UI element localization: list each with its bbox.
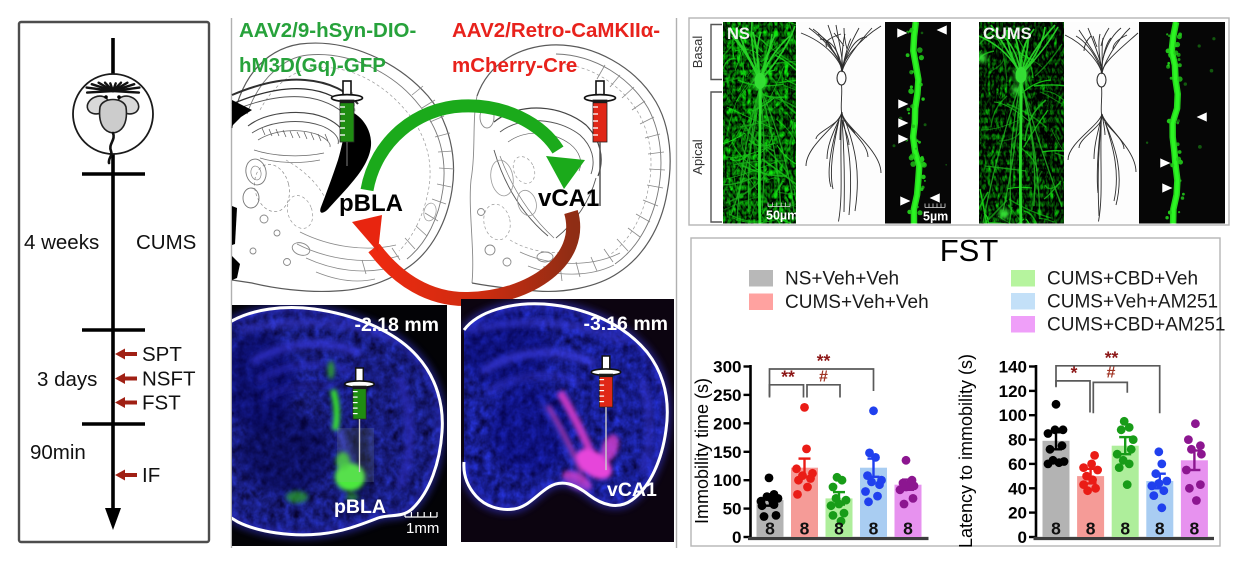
svg-text:100: 100 xyxy=(999,406,1027,425)
svg-text:vCA1: vCA1 xyxy=(607,479,657,501)
svg-text:250: 250 xyxy=(713,386,741,405)
svg-text:CUMS: CUMS xyxy=(136,231,196,254)
svg-text:NS+Veh+Veh: NS+Veh+Veh xyxy=(785,269,899,290)
svg-text:1mm: 1mm xyxy=(406,520,439,537)
svg-text:50µm: 50µm xyxy=(766,209,798,223)
svg-text:120: 120 xyxy=(999,382,1027,401)
svg-text:40: 40 xyxy=(1008,479,1027,498)
svg-text:8: 8 xyxy=(765,519,775,539)
svg-text:3 days: 3 days xyxy=(37,368,97,391)
svg-text:8: 8 xyxy=(834,519,844,539)
svg-text:80: 80 xyxy=(1008,431,1027,450)
svg-text:8: 8 xyxy=(1120,519,1130,539)
svg-text:**: ** xyxy=(817,351,831,371)
svg-text:300: 300 xyxy=(713,358,741,377)
svg-text:pBLA: pBLA xyxy=(334,496,386,518)
svg-text:hM3D(Gq)-GFP: hM3D(Gq)-GFP xyxy=(239,54,386,77)
svg-text:CUMS+Veh+AM251: CUMS+Veh+AM251 xyxy=(1047,292,1218,313)
svg-text:pBLA: pBLA xyxy=(339,190,403,217)
svg-text:AAV2/Retro-CaMKIIα-: AAV2/Retro-CaMKIIα- xyxy=(452,19,660,42)
svg-text:0: 0 xyxy=(732,528,741,547)
svg-text:**: ** xyxy=(781,367,795,387)
svg-text:AAV2/9-hSyn-DIO-: AAV2/9-hSyn-DIO- xyxy=(239,19,416,42)
svg-text:8: 8 xyxy=(1190,519,1200,539)
svg-text:140: 140 xyxy=(999,358,1027,377)
svg-text:0: 0 xyxy=(1018,528,1027,547)
svg-text:CUMS+CBD+AM251: CUMS+CBD+AM251 xyxy=(1047,315,1225,336)
svg-text:CUMS: CUMS xyxy=(983,25,1032,43)
svg-text:-3.16 mm: -3.16 mm xyxy=(583,313,668,335)
svg-text:20: 20 xyxy=(1008,504,1027,523)
svg-text:IF: IF xyxy=(142,464,160,487)
svg-text:mCherry-Cre: mCherry-Cre xyxy=(452,54,577,77)
svg-text:8: 8 xyxy=(1086,519,1096,539)
svg-text:vCA1: vCA1 xyxy=(538,185,599,212)
svg-text:200: 200 xyxy=(713,414,741,433)
svg-text:FST: FST xyxy=(142,392,181,415)
svg-text:-2.18 mm: -2.18 mm xyxy=(354,314,439,336)
svg-text:#: # xyxy=(1107,365,1116,382)
svg-text:8: 8 xyxy=(869,519,879,539)
svg-text:100: 100 xyxy=(713,471,741,490)
svg-text:*: * xyxy=(1071,363,1078,383)
svg-text:90min: 90min xyxy=(30,441,86,464)
svg-text:Basal: Basal xyxy=(690,36,705,69)
svg-text:Latency to immobility (s): Latency to immobility (s) xyxy=(956,354,976,548)
svg-text:8: 8 xyxy=(1051,519,1061,539)
svg-text:8: 8 xyxy=(800,519,810,539)
svg-text:NSFT: NSFT xyxy=(142,368,196,391)
svg-text:50: 50 xyxy=(723,500,742,519)
svg-text:Immobility time (s): Immobility time (s) xyxy=(692,378,712,524)
svg-text:150: 150 xyxy=(713,443,741,462)
svg-text:FST: FST xyxy=(940,233,999,268)
svg-text:NS: NS xyxy=(727,25,750,43)
svg-text:CUMS+CBD+Veh: CUMS+CBD+Veh xyxy=(1047,269,1198,290)
svg-text:4 weeks: 4 weeks xyxy=(24,231,99,254)
svg-text:Apical: Apical xyxy=(690,139,705,175)
svg-text:60: 60 xyxy=(1008,455,1027,474)
svg-text:8: 8 xyxy=(1155,519,1165,539)
svg-text:CUMS+Veh+Veh: CUMS+Veh+Veh xyxy=(785,292,929,313)
svg-text:#: # xyxy=(819,369,828,386)
svg-text:8: 8 xyxy=(903,519,913,539)
svg-text:5µm: 5µm xyxy=(923,210,948,224)
svg-text:**: ** xyxy=(1105,348,1119,368)
svg-text:SPT: SPT xyxy=(142,343,182,366)
